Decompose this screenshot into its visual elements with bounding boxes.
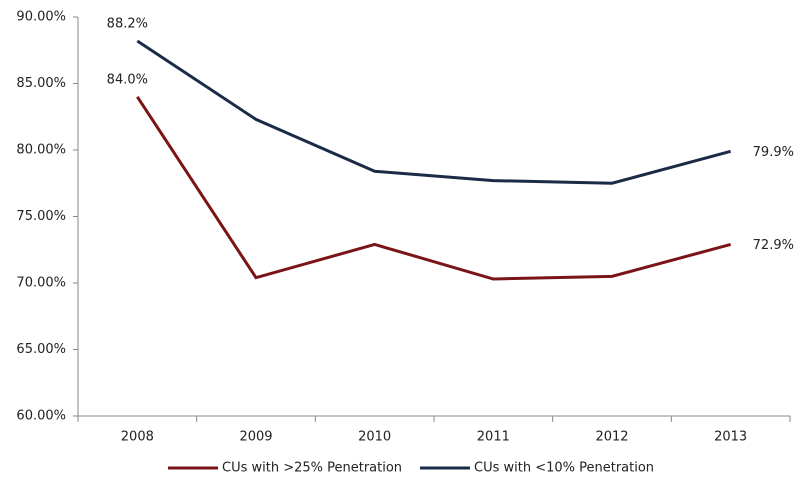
x-tick-label: 2011: [477, 430, 510, 445]
y-tick-label: 85.00%: [16, 76, 66, 91]
y-tick-label: 80.00%: [16, 143, 66, 158]
y-tick-label: 90.00%: [16, 10, 66, 25]
x-tick-label: 2008: [121, 430, 154, 445]
data-label: 88.2%: [107, 16, 148, 31]
y-tick-label: 75.00%: [16, 209, 66, 224]
data-label: 84.0%: [107, 72, 148, 87]
x-tick-label: 2013: [714, 430, 747, 445]
x-tick-label: 2012: [595, 430, 628, 445]
x-tick-label: 2009: [239, 430, 272, 445]
y-tick-label: 70.00%: [16, 276, 66, 291]
x-tick-label: 2010: [358, 430, 391, 445]
legend-label: CUs with <10% Penetration: [474, 461, 654, 476]
data-label: 79.9%: [753, 145, 794, 160]
y-tick-label: 60.00%: [16, 409, 66, 424]
y-tick-label: 65.00%: [16, 342, 66, 357]
legend-label: CUs with >25% Penetration: [222, 461, 402, 476]
series-line: [136, 39, 732, 185]
data-label: 72.9%: [753, 238, 794, 253]
series-line: [136, 95, 732, 281]
